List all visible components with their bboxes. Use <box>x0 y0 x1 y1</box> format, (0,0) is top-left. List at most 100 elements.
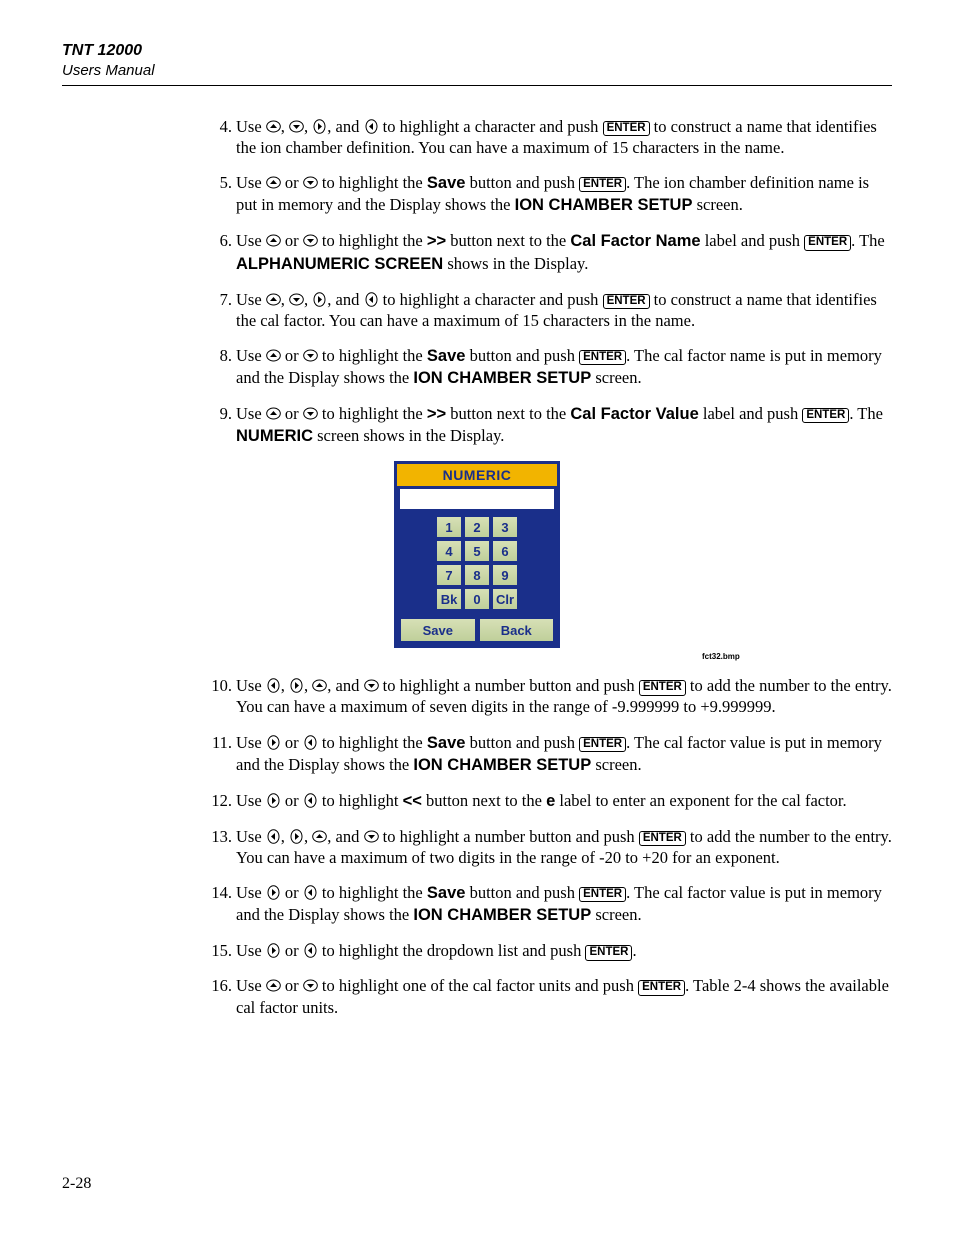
keypad-key: 9 <box>492 564 518 586</box>
enter-key-icon: ENTER <box>579 177 626 192</box>
up-arrow-icon <box>266 406 281 421</box>
down-arrow-icon <box>303 175 318 190</box>
keypad-key: 8 <box>464 564 490 586</box>
right-arrow-icon <box>266 735 281 750</box>
up-arrow-icon <box>312 678 327 693</box>
keypad-key: 4 <box>436 540 462 562</box>
manual-subtitle: Users Manual <box>62 62 892 79</box>
figure-container: NUMERIC 123456789Bk0Clr Save Back <box>62 461 892 648</box>
enter-key-icon: ENTER <box>804 235 851 250</box>
step-number: 12. <box>202 790 232 811</box>
step-item: 6.Use or to highlight the >> button next… <box>202 230 892 274</box>
steps-list-continued: 10.Use , , , and to highlight a number b… <box>62 675 892 1017</box>
enter-key-icon: ENTER <box>603 121 650 136</box>
keypad-key: 1 <box>436 516 462 538</box>
keypad-bottom-row: Save Back <box>400 618 554 642</box>
step-number: 7. <box>202 289 232 310</box>
up-arrow-icon <box>266 348 281 363</box>
up-arrow-icon <box>266 978 281 993</box>
right-arrow-icon <box>289 829 304 844</box>
right-arrow-icon <box>266 943 281 958</box>
left-arrow-icon <box>364 292 379 307</box>
down-arrow-icon <box>303 978 318 993</box>
right-arrow-icon <box>312 292 327 307</box>
step-item: 15.Use or to highlight the dropdown list… <box>202 940 892 961</box>
right-arrow-icon <box>312 119 327 134</box>
keypad-key: 2 <box>464 516 490 538</box>
step-number: 8. <box>202 345 232 366</box>
step-item: 13.Use , , , and to highlight a number b… <box>202 826 892 868</box>
enter-key-icon: ENTER <box>579 737 626 752</box>
keypad-key: 0 <box>464 588 490 610</box>
step-number: 4. <box>202 116 232 137</box>
step-item: 12.Use or to highlight << button next to… <box>202 790 892 812</box>
step-number: 14. <box>202 882 232 903</box>
left-arrow-icon <box>303 735 318 750</box>
step-number: 13. <box>202 826 232 847</box>
numeric-keypad-figure: NUMERIC 123456789Bk0Clr Save Back <box>394 461 560 648</box>
keypad-entry-field <box>400 489 554 509</box>
keypad-row: Bk0Clr <box>397 588 557 610</box>
step-item: 8.Use or to highlight the Save button an… <box>202 345 892 389</box>
down-arrow-icon <box>303 348 318 363</box>
step-item: 10.Use , , , and to highlight a number b… <box>202 675 892 717</box>
left-arrow-icon <box>303 885 318 900</box>
page-header: TNT 12000 Users Manual <box>62 42 892 79</box>
up-arrow-icon <box>266 292 281 307</box>
keypad-key: 6 <box>492 540 518 562</box>
step-number: 9. <box>202 403 232 424</box>
keypad-row: 123 <box>397 516 557 538</box>
keypad-key: 3 <box>492 516 518 538</box>
enter-key-icon: ENTER <box>638 980 685 995</box>
keypad-row: 789 <box>397 564 557 586</box>
keypad-save-button: Save <box>400 618 476 642</box>
keypad-key: 7 <box>436 564 462 586</box>
keypad-key: Bk <box>436 588 462 610</box>
keypad-grid: 123456789Bk0Clr <box>397 512 557 615</box>
keypad-key: Clr <box>492 588 518 610</box>
step-item: 9.Use or to highlight the >> button next… <box>202 403 892 447</box>
keypad-back-button: Back <box>479 618 555 642</box>
left-arrow-icon <box>364 119 379 134</box>
step-number: 16. <box>202 975 232 996</box>
down-arrow-icon <box>364 678 379 693</box>
left-arrow-icon <box>266 829 281 844</box>
manual-page: TNT 12000 Users Manual 4.Use , , , and t… <box>0 0 954 1235</box>
page-number: 2-28 <box>62 1175 91 1193</box>
enter-key-icon: ENTER <box>579 887 626 902</box>
keypad-key: 5 <box>464 540 490 562</box>
enter-key-icon: ENTER <box>639 680 686 695</box>
up-arrow-icon <box>312 829 327 844</box>
right-arrow-icon <box>266 793 281 808</box>
left-arrow-icon <box>266 678 281 693</box>
steps-list: 4.Use , , , and to highlight a character… <box>62 116 892 447</box>
figure-caption: fct32.bmp <box>702 652 892 661</box>
keypad-row: 456 <box>397 540 557 562</box>
up-arrow-icon <box>266 119 281 134</box>
step-number: 15. <box>202 940 232 961</box>
enter-key-icon: ENTER <box>802 408 849 423</box>
left-arrow-icon <box>303 943 318 958</box>
down-arrow-icon <box>289 292 304 307</box>
step-number: 10. <box>202 675 232 696</box>
right-arrow-icon <box>289 678 304 693</box>
down-arrow-icon <box>303 406 318 421</box>
step-item: 14.Use or to highlight the Save button a… <box>202 882 892 926</box>
step-number: 6. <box>202 230 232 251</box>
step-number: 5. <box>202 172 232 193</box>
header-rule <box>62 85 892 86</box>
left-arrow-icon <box>303 793 318 808</box>
enter-key-icon: ENTER <box>603 294 650 309</box>
keypad-title: NUMERIC <box>397 464 557 486</box>
enter-key-icon: ENTER <box>579 350 626 365</box>
step-item: 5.Use or to highlight the Save button an… <box>202 172 892 216</box>
up-arrow-icon <box>266 233 281 248</box>
product-title: TNT 12000 <box>62 42 892 60</box>
step-item: 4.Use , , , and to highlight a character… <box>202 116 892 158</box>
step-number: 11. <box>202 732 232 753</box>
down-arrow-icon <box>303 233 318 248</box>
enter-key-icon: ENTER <box>639 831 686 846</box>
step-item: 11.Use or to highlight the Save button a… <box>202 732 892 776</box>
up-arrow-icon <box>266 175 281 190</box>
right-arrow-icon <box>266 885 281 900</box>
